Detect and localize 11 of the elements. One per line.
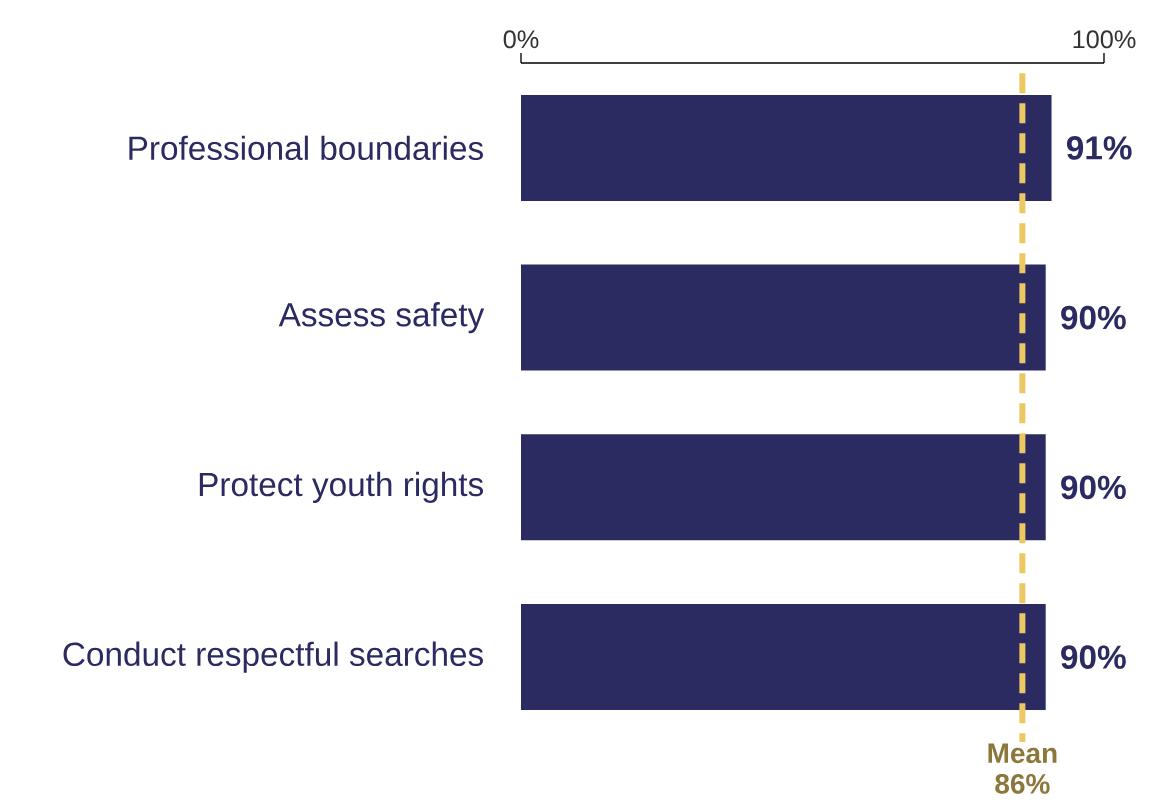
x-tick-label: 0% bbox=[503, 30, 539, 49]
data-label: 91% bbox=[1066, 136, 1132, 160]
data-label: 90% bbox=[1061, 475, 1126, 500]
y-tick-label: Assess safety bbox=[278, 302, 485, 334]
ref-line-label: Mean 86% bbox=[988, 743, 1057, 794]
x-tick-label: 100% bbox=[1073, 30, 1136, 49]
y-tick-label: Protect youth rights bbox=[199, 471, 484, 503]
data-label: 90% bbox=[1061, 645, 1126, 669]
y-tick-label: Professional boundaries bbox=[129, 135, 483, 161]
y-tick-label: Conduct respectful searches bbox=[63, 641, 483, 673]
data-label: 90% bbox=[1061, 305, 1126, 330]
